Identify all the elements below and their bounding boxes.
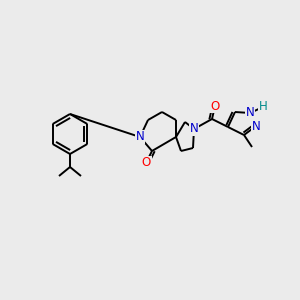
Text: N: N bbox=[252, 119, 260, 133]
Text: N: N bbox=[190, 122, 198, 136]
Text: N: N bbox=[246, 106, 254, 119]
Text: O: O bbox=[141, 157, 151, 169]
Text: O: O bbox=[210, 100, 220, 112]
Text: N: N bbox=[136, 130, 144, 143]
Text: H: H bbox=[259, 100, 267, 113]
